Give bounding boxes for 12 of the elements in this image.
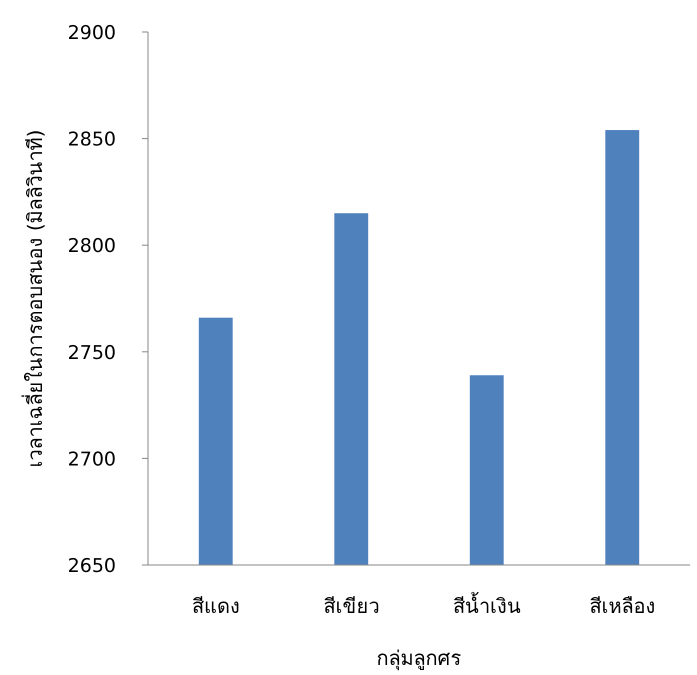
y-tick-label: 2650 xyxy=(68,555,116,577)
y-axis-title: เวลาเฉลี่ยในการตอบสนอง (มิลลิวินาที) xyxy=(21,130,47,468)
y-tick-label: 2750 xyxy=(68,342,116,364)
x-tick-label: สีเขียว xyxy=(323,594,380,618)
y-tick-label: 2800 xyxy=(68,235,116,258)
y-tick-label: 2700 xyxy=(68,448,116,470)
y-tick-label: 2900 xyxy=(68,22,116,44)
x-tick-label: สีน้ำเงิน xyxy=(452,592,521,618)
x-tick-label: สีแดง xyxy=(192,594,240,618)
x-tick-label: สีเหลือง xyxy=(589,594,656,618)
y-tick-label: 2850 xyxy=(68,128,116,151)
x-axis-title: กลุ่มลูกศร xyxy=(376,646,462,671)
